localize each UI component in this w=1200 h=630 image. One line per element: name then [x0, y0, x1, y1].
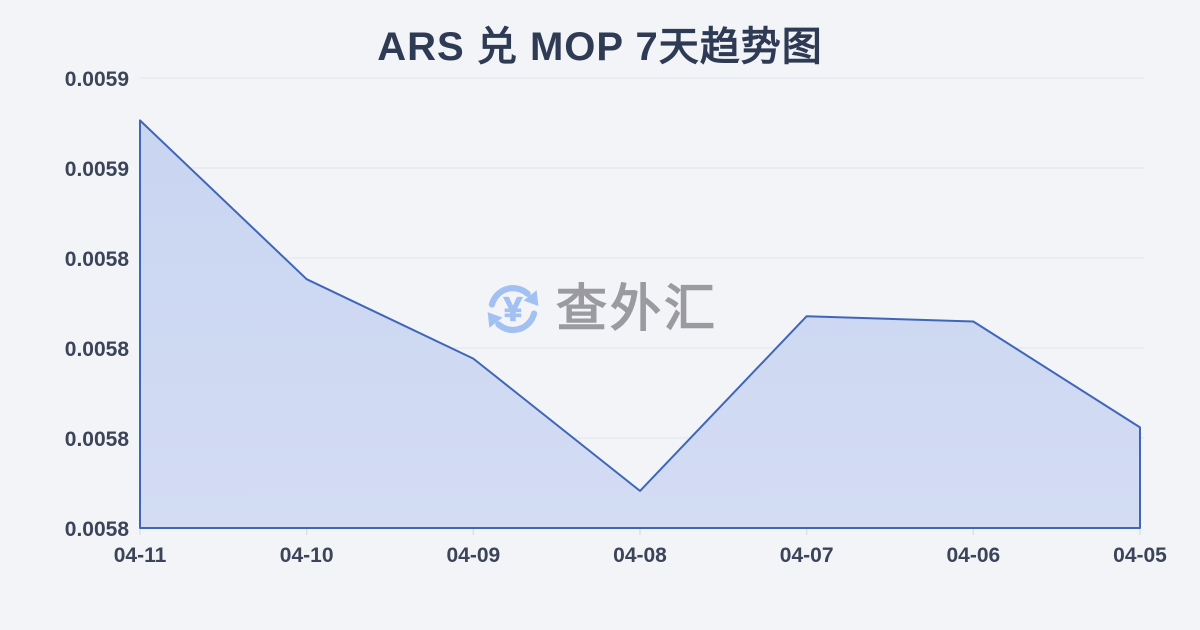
x-axis-tick-label: 04-05 [1113, 544, 1167, 567]
x-axis-tick-label: 04-08 [613, 544, 667, 567]
x-axis-tick-label: 04-11 [114, 544, 167, 567]
x-axis-tick-label: 04-09 [446, 544, 500, 567]
x-axis-tick-label: 04-07 [780, 544, 834, 567]
x-axis-tick-label: 04-06 [946, 544, 1000, 567]
y-axis-tick-label: 0.0059 [65, 158, 129, 181]
x-axis-tick-label: 04-10 [280, 544, 334, 567]
y-axis-tick-label: 0.0058 [65, 428, 130, 451]
y-axis-tick-label: 0.0059 [65, 68, 129, 91]
y-axis-tick-label: 0.0058 [65, 248, 130, 271]
y-axis-tick-label: 0.0058 [65, 518, 130, 541]
y-axis-tick-label: 0.0058 [65, 338, 130, 361]
chart-title: ARS 兑 MOP 7天趋势图 [377, 25, 823, 69]
area-series [139, 119, 1141, 529]
